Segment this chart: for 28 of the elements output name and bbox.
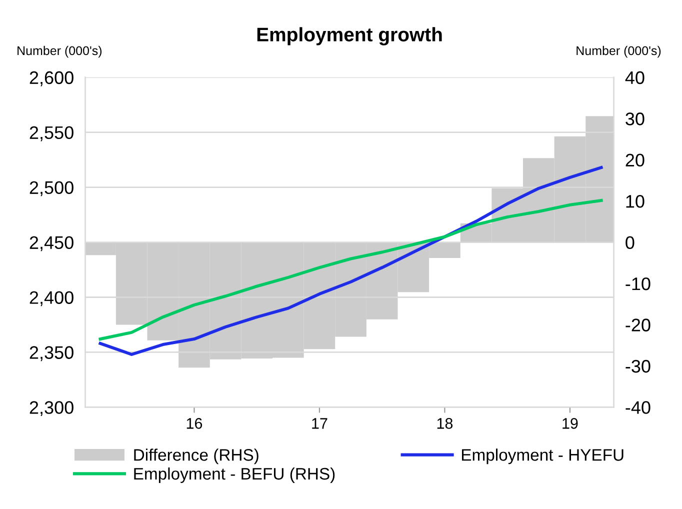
y-tick-label: 2,400 [30, 291, 74, 306]
y-axis-title: Number (000's) [18, 46, 102, 58]
x-tick-label: 16 [186, 418, 202, 429]
line-series [98, 166, 603, 356]
y2-tick-label: -40 [626, 401, 650, 414]
x-tick-label: 19 [562, 418, 578, 429]
x-tick-label: 18 [437, 418, 453, 429]
line-series [98, 198, 603, 341]
chart-title: Employment growth [257, 27, 442, 46]
x-tick-label: 17 [312, 418, 328, 429]
legend-label: Difference (RHS) [134, 448, 258, 464]
y-tick-label: 2,300 [30, 401, 74, 416]
y-tick-label: 2,600 [30, 71, 74, 86]
y2-tick-label: -30 [626, 360, 650, 373]
y-tick-label: 2,350 [30, 346, 74, 362]
legend-label: Employment - BEFU (RHS) [134, 467, 335, 483]
y2-tick-label: -20 [626, 318, 650, 332]
y2-tick-label: 40 [625, 71, 644, 84]
y-tick-label: 2,450 [30, 236, 74, 252]
y-tick-label: 2,500 [30, 181, 74, 196]
y2-tick-label: 0 [626, 236, 634, 250]
y2-tick-label: -10 [626, 277, 650, 290]
y-tick-label: 2,550 [30, 126, 74, 142]
legend-label: Employment - HYEFU [462, 448, 624, 464]
y2-tick-label: 30 [626, 112, 644, 126]
y2-tick-label: 10 [626, 194, 644, 208]
y2-tick-label: 20 [626, 154, 644, 167]
y2-axis-title: Number (000's) [576, 46, 661, 58]
